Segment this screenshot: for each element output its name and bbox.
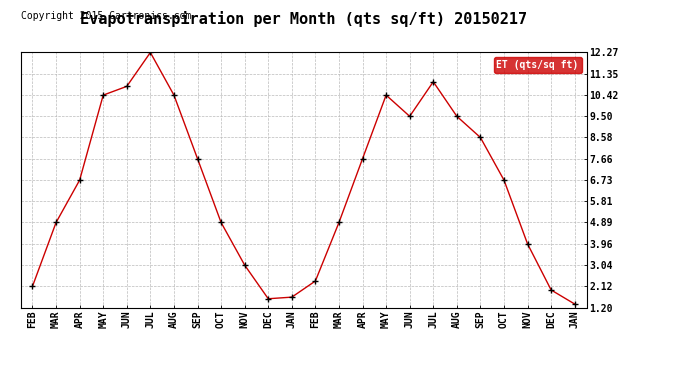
Text: Copyright 2015 Cartronics.com: Copyright 2015 Cartronics.com xyxy=(21,11,191,21)
Legend: ET (qts/sq ft): ET (qts/sq ft) xyxy=(493,57,582,73)
Text: Evapotranspiration per Month (qts sq/ft) 20150217: Evapotranspiration per Month (qts sq/ft)… xyxy=(80,11,527,27)
